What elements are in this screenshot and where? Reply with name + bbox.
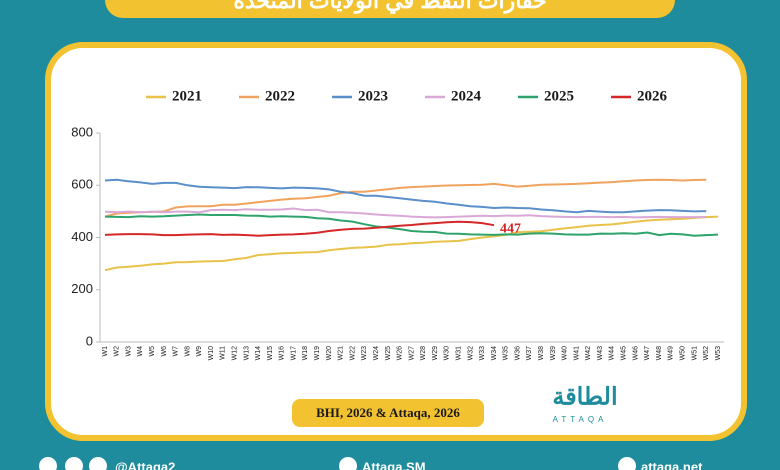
social-icon [339,457,357,470]
social-icon [65,457,83,470]
x-tick-label: W30 [444,346,451,361]
x-tick-label: W43 [597,346,604,361]
x-tick-label: W50 [679,346,686,361]
x-tick-label: W31 [455,346,462,361]
x-tick-label: W8 [184,346,191,357]
x-tick-label: W34 [491,346,498,361]
x-tick-label: W4 [137,346,144,357]
x-tick-label: W21 [338,346,345,361]
title-banner [105,0,675,18]
y-tick-label: 800 [71,124,93,139]
x-tick-label: W3 [125,346,132,357]
x-tick-label: W44 [609,346,616,361]
legend-label: 2026 [637,88,668,104]
x-tick-label: W28 [420,346,427,361]
source: BHI, 2026 & Attaqa, 2026 [316,405,460,420]
x-tick-label: W53 [715,346,722,361]
line-series [104,220,495,237]
x-tick-label: W49 [668,346,675,361]
x-tick-label: W7 [173,346,180,357]
line-series [104,213,719,237]
x-tick-label: W20 [326,346,333,361]
x-tick-label: W5 [149,346,156,357]
source-box [292,399,484,427]
x-tick-label: W6 [161,346,168,357]
x-tick-label: W47 [644,346,651,361]
x-tick-label: W2 [114,346,121,357]
web-icon [618,457,636,470]
social-icon [89,457,107,470]
line-series [104,178,707,214]
line-series [104,178,707,218]
x-tick-label: W45 [621,346,628,361]
social-handle: @Attaqa2 [115,459,175,470]
x-tick-label: W29 [432,346,439,361]
x-tick-label: W46 [632,346,639,361]
x-tick-label: W9 [196,346,203,357]
social-icon [39,457,57,470]
x-tick-label: W13 [243,346,250,361]
x-tick-label: W41 [573,346,580,361]
x-tick-label: W15 [267,346,274,361]
x-tick-label: W24 [373,346,380,361]
x-tick-label: W52 [703,346,710,361]
logo-latin: ATTAQA [553,415,608,424]
x-tick-label: W14 [255,346,262,361]
x-tick-label: W16 [279,346,286,361]
x-tick-label: W22 [349,346,356,361]
x-tick-label: W1 [102,346,109,357]
chart-card [45,42,747,441]
y-tick-label: 200 [71,281,93,296]
x-tick-label: W17 [290,346,297,361]
x-tick-label: W42 [585,346,592,361]
x-tick-label: W23 [361,346,368,361]
banner-title: حفارات النفط في الولايات المتحدة [233,0,546,14]
x-tick-label: W39 [550,346,557,361]
y-tick-label: 400 [71,229,93,244]
x-tick-label: W51 [691,346,698,361]
x-tick-label: W27 [408,346,415,361]
x-tick-label: W26 [397,346,404,361]
social-handle: Attaqa.SM [362,459,426,470]
y-tick-label: 0 [86,333,93,348]
plot: 0 200 400 600 800 W1 W2 W3 W4 W5 W6 W7 W8 W9 W10 W11 W12… [71,88,722,360]
x-tick-label: W32 [467,346,474,361]
line-series [104,207,707,219]
x-tick-label: W36 [514,346,521,361]
legend-label: 2021 [172,88,202,104]
legend-label: 2024 [451,88,482,104]
website: attaqa.net [641,459,703,470]
x-tick-label: W40 [562,346,569,361]
x-tick-label: W38 [538,346,545,361]
logo-arabic: الطاقة [552,383,617,410]
y-tick-label: 600 [71,177,93,192]
legend-label: 2025 [544,88,574,104]
x-tick-label: W19 [314,346,321,361]
x-tick-label: W18 [302,346,309,361]
data-label: 447 [500,221,521,236]
line-series [104,215,719,272]
legend-label: 2022 [265,88,295,104]
legend-label: 2023 [358,88,388,104]
x-tick-label: W11 [220,346,227,360]
x-tick-label: W33 [479,346,486,361]
x-tick-label: W10 [208,346,215,361]
x-tick-label: W25 [385,346,392,361]
x-tick-label: W12 [232,346,239,361]
x-tick-label: W37 [526,346,533,361]
x-tick-label: W48 [656,346,663,361]
x-tick-label: W35 [503,346,510,361]
